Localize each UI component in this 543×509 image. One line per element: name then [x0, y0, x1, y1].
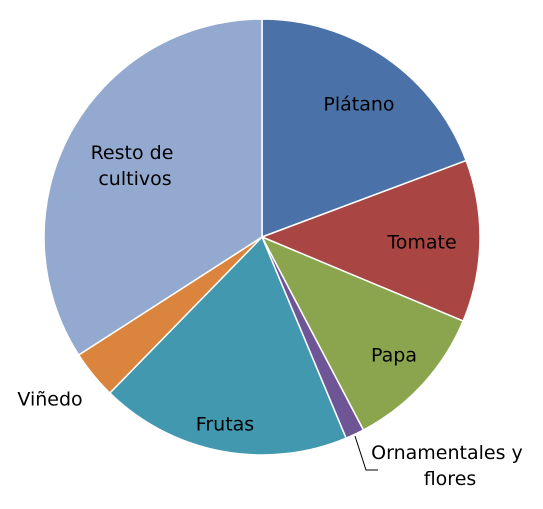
pie-slice — [43, 18, 263, 357]
label-line: Ornamentales y — [371, 442, 529, 464]
pie-slice — [108, 235, 348, 456]
leader-line — [354, 435, 378, 471]
slice-label: Viñedo — [17, 389, 82, 411]
pie-slice — [261, 18, 468, 239]
slice-label: Papa — [371, 345, 417, 367]
label-line: Resto de — [91, 142, 180, 164]
slice-label: Ornamentales y flores — [371, 442, 529, 490]
slice-label: Plátano — [323, 94, 394, 116]
slice-label: Tomate — [386, 232, 456, 254]
pie-slice — [259, 159, 481, 323]
slice-label: Resto de cultivos — [91, 142, 180, 190]
pie-slice — [260, 235, 465, 431]
slice-label: Frutas — [196, 414, 254, 436]
label-line: cultivos — [98, 168, 171, 190]
label-line: flores — [424, 468, 477, 490]
